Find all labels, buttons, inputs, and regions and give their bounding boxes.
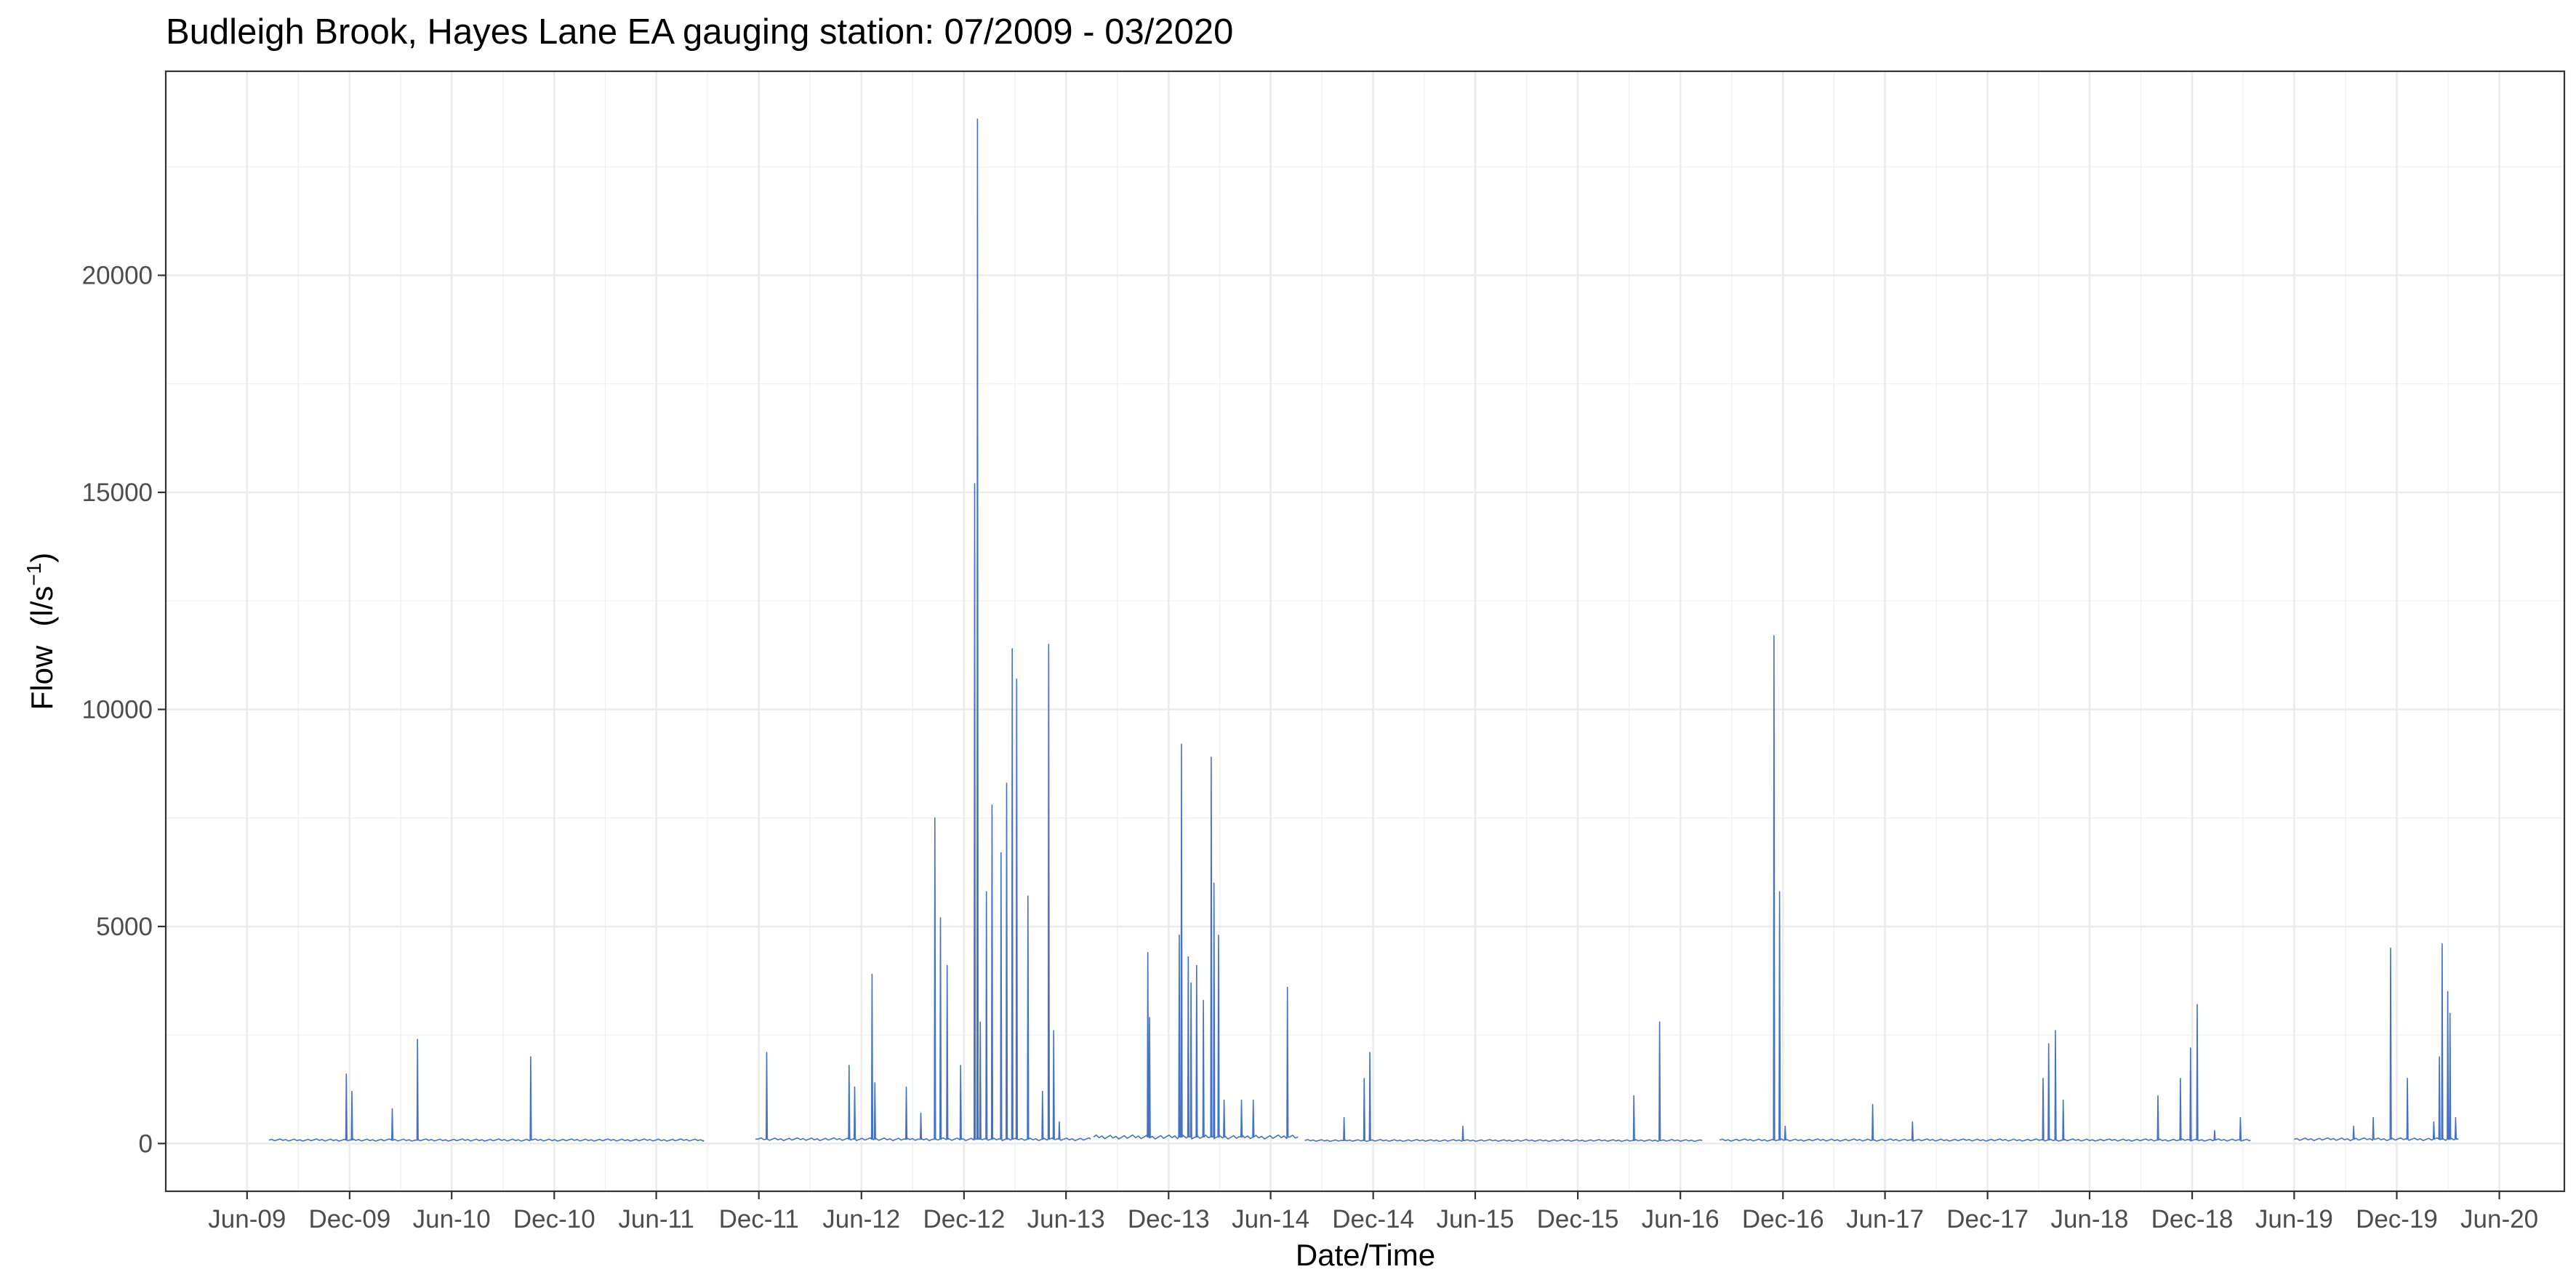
x-tick-label: Dec-09 <box>308 1205 390 1233</box>
x-tick-label: Dec-12 <box>923 1205 1005 1233</box>
y-tick-label: 10000 <box>82 695 153 724</box>
svg-text:Flow(l/s−1): Flow (l/s−1) <box>23 553 59 711</box>
x-tick-label: Dec-15 <box>1537 1205 1619 1233</box>
y-tick-label: 20000 <box>82 262 153 290</box>
x-tick-label: Jun-20 <box>2460 1205 2538 1233</box>
x-tick-label: Jun-13 <box>1027 1205 1105 1233</box>
y-tick-label: 15000 <box>82 479 153 507</box>
x-tick-label: Jun-10 <box>413 1205 491 1233</box>
x-tick-label: Jun-19 <box>2255 1205 2333 1233</box>
x-tick-label: Jun-18 <box>2050 1205 2128 1233</box>
chart-title: Budleigh Brook, Hayes Lane EA gauging st… <box>166 12 1233 52</box>
x-tick-label: Jun-17 <box>1846 1205 1924 1233</box>
x-tick-label: Jun-12 <box>822 1205 900 1233</box>
y-tick-label: 5000 <box>96 913 153 941</box>
y-tick-label: 0 <box>139 1129 153 1158</box>
y-axis-title-main: Flow <box>25 645 59 710</box>
x-tick-label: Dec-10 <box>513 1205 595 1233</box>
x-tick-label: Jun-14 <box>1232 1205 1309 1233</box>
x-tick-label: Dec-13 <box>1128 1205 1210 1233</box>
x-axis: Jun-09 Dec-09 Jun-10 Dec-10 Jun-11 Dec-11 Jun-… <box>208 1191 2538 1233</box>
major-gridlines <box>166 71 2564 1191</box>
y-axis-title-unit: (l/s <box>25 586 59 627</box>
x-tick-label: Dec-16 <box>1742 1205 1824 1233</box>
x-tick-label: Dec-18 <box>2151 1205 2234 1233</box>
y-axis-title-close: ) <box>25 553 59 563</box>
plot-panel-border <box>164 70 2566 1193</box>
x-tick-label: Jun-09 <box>208 1205 286 1233</box>
x-tick-label: Jun-16 <box>1642 1205 1720 1233</box>
x-tick-label: Jun-15 <box>1436 1205 1514 1233</box>
minor-gridlines <box>166 71 2564 1191</box>
x-tick-label: Jun-11 <box>618 1205 694 1233</box>
y-axis-title: Flow (l/s−1) <box>23 553 59 711</box>
x-tick-label: Dec-11 <box>719 1205 799 1233</box>
x-tick-label: Dec-19 <box>2356 1205 2438 1233</box>
x-axis-title: Date/Time <box>1296 1238 1435 1272</box>
y-axis: 0 5000 10000 15000 20000 <box>82 262 166 1158</box>
y-axis-title-exponent: −1 <box>23 563 45 586</box>
flow-series-line <box>268 118 2459 1143</box>
x-tick-label: Dec-17 <box>1946 1205 2029 1233</box>
x-tick-label: Dec-14 <box>1332 1205 1414 1233</box>
